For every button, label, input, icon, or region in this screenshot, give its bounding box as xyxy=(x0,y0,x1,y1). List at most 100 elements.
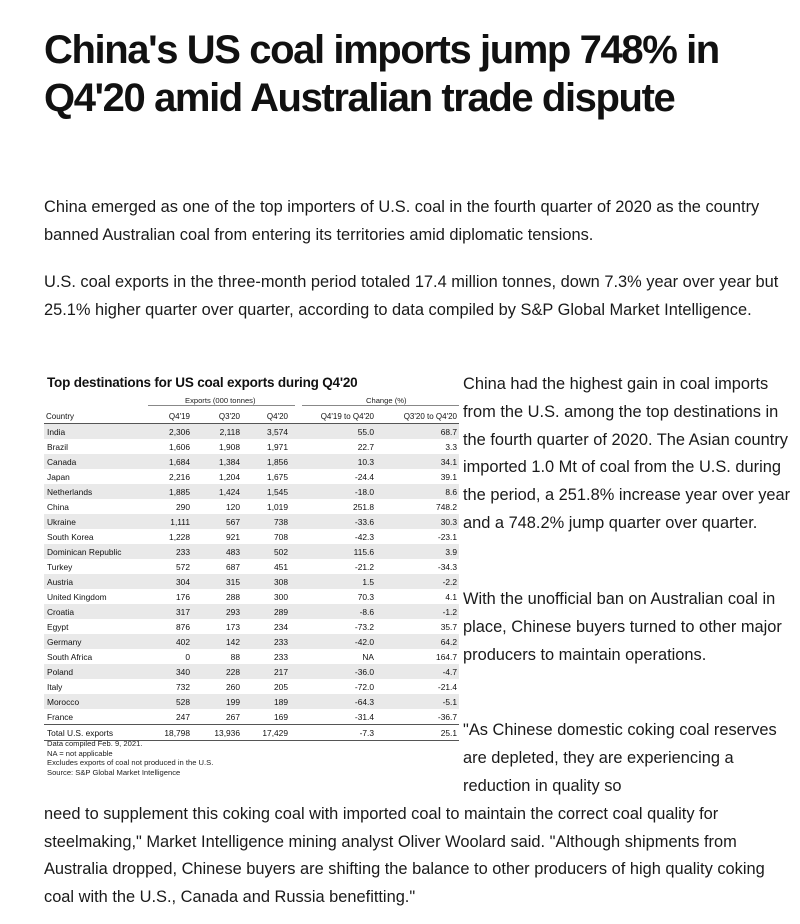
value-cell: 169 xyxy=(274,711,288,722)
value-cell: 22.7 xyxy=(357,441,374,452)
country-cell: Italy xyxy=(47,681,63,692)
value-cell: 247 xyxy=(176,711,190,722)
value-cell: 70.3 xyxy=(357,591,374,602)
value-cell: 451 xyxy=(274,561,288,572)
value-cell: 748.2 xyxy=(436,501,457,512)
value-cell: 1,606 xyxy=(169,441,190,452)
value-cell: 1,204 xyxy=(219,471,240,482)
value-cell: -2.2 xyxy=(376,574,459,589)
change-group-rule xyxy=(302,405,459,406)
country-cell: Turkey xyxy=(47,561,73,572)
column-header: Q4'20 xyxy=(242,409,290,424)
value-cell: 300 xyxy=(274,591,288,602)
value-cell: 1,971 xyxy=(267,441,288,452)
table-row: Morocco 528 199 189 -64.3 -5.1 xyxy=(44,694,459,709)
country-cell: United Kingdom xyxy=(47,591,107,602)
value-cell: 1,019 xyxy=(267,501,288,512)
exports-group-rule xyxy=(148,405,295,406)
country-cell: Germany xyxy=(44,634,148,649)
note-line: Excludes exports of coal not produced in… xyxy=(47,758,214,767)
table-row: Croatia 317 293 289 -8.6 -1.2 xyxy=(44,604,459,619)
paragraph-quote-end: need to supplement this coking coal with… xyxy=(44,805,765,906)
value-cell: 308 xyxy=(242,574,290,589)
table-row: Ukraine 1,111 567 738 -33.6 30.3 xyxy=(44,514,459,529)
value-cell: 10.3 xyxy=(290,454,376,469)
value-cell: 164.7 xyxy=(436,651,457,662)
value-cell: 304 xyxy=(148,574,192,589)
note-line: Data compiled Feb. 9, 2021. xyxy=(47,739,143,748)
table-row: France 247 267 169 -31.4 -36.7 xyxy=(44,709,459,725)
country-cell: Croatia xyxy=(44,604,148,619)
value-cell: 173 xyxy=(226,621,240,632)
total-value-cell: 25.1 xyxy=(376,724,459,741)
table-row: Canada 1,684 1,384 1,856 10.3 34.1 xyxy=(44,454,459,469)
country-cell: Japan xyxy=(47,471,70,482)
country-cell: Ukraine xyxy=(44,514,148,529)
table-row: Poland 340 228 217 -36.0 -4.7 xyxy=(44,664,459,679)
table-notes: Data compiled Feb. 9, 2021. NA = not app… xyxy=(47,739,213,777)
value-cell: 732 xyxy=(176,681,190,692)
value-cell: 3.9 xyxy=(376,544,459,559)
value-cell: 1,675 xyxy=(267,471,288,482)
value-cell: 2,306 xyxy=(148,423,192,439)
value-cell: 289 xyxy=(242,604,290,619)
value-cell: 528 xyxy=(148,694,192,709)
value-cell: 687 xyxy=(226,561,240,572)
total-value-cell: 18,798 xyxy=(148,724,192,741)
value-cell: -4.7 xyxy=(376,664,459,679)
value-cell: -5.1 xyxy=(376,694,459,709)
value-cell: 205 xyxy=(274,681,288,692)
value-cell: 738 xyxy=(242,514,290,529)
table-total-row: Total U.S. exports 18,798 13,936 17,429 -7.3… xyxy=(44,724,459,741)
value-cell: -23.1 xyxy=(437,531,457,542)
value-cell: 34.1 xyxy=(376,454,459,469)
coal-exports-table-figure: Top destinations for US coal exports dur… xyxy=(44,373,459,786)
value-cell: -72.0 xyxy=(354,681,374,692)
coal-exports-table: Country Q4'19 Q3'20 Q4'20 Q4'19 to Q4'20… xyxy=(44,409,459,741)
value-cell: 35.7 xyxy=(440,621,457,632)
value-cell: 30.3 xyxy=(376,514,459,529)
column-header: Q4'19 xyxy=(148,409,192,424)
value-cell: -1.2 xyxy=(376,604,459,619)
value-cell: 288 xyxy=(226,591,240,602)
value-cell: -31.4 xyxy=(354,711,374,722)
value-cell: -42.0 xyxy=(290,634,376,649)
value-cell: -21.4 xyxy=(437,681,457,692)
total-label-cell: Total U.S. exports xyxy=(44,724,148,741)
value-cell: 1,684 xyxy=(148,454,192,469)
table-row: India 2,306 2,118 3,574 55.0 68.7 xyxy=(44,423,459,439)
country-cell: Egypt xyxy=(47,621,69,632)
value-cell: 3.3 xyxy=(445,441,457,452)
value-cell: 572 xyxy=(176,561,190,572)
value-cell: 39.1 xyxy=(440,471,457,482)
value-cell: 120 xyxy=(226,501,240,512)
value-cell: -21.2 xyxy=(354,561,374,572)
value-cell: -8.6 xyxy=(290,604,376,619)
country-cell: Netherlands xyxy=(44,484,148,499)
country-cell: China xyxy=(47,501,69,512)
value-cell: 217 xyxy=(242,664,290,679)
change-group-header: Change (%) xyxy=(366,396,407,405)
exports-group-header: Exports (000 tonnes) xyxy=(185,396,256,405)
value-cell: 189 xyxy=(242,694,290,709)
value-cell: 290 xyxy=(176,501,190,512)
value-cell: 233 xyxy=(242,634,290,649)
value-cell: 1,384 xyxy=(192,454,242,469)
country-cell: South Africa xyxy=(47,651,93,662)
value-cell: -33.6 xyxy=(290,514,376,529)
country-cell: Dominican Republic xyxy=(44,544,148,559)
value-cell: -34.3 xyxy=(437,561,457,572)
paragraph-quote-start: "As Chinese domestic coking coal reserve… xyxy=(463,721,777,795)
value-cell: 234 xyxy=(274,621,288,632)
value-cell: 228 xyxy=(192,664,242,679)
value-cell: 55.0 xyxy=(290,423,376,439)
country-cell: Brazil xyxy=(47,441,68,452)
table-row: South Korea 1,228 921 708 -42.3 -23.1 xyxy=(44,529,459,544)
value-cell: 315 xyxy=(192,574,242,589)
table-row: Japan 2,216 1,204 1,675 -24.4 39.1 xyxy=(44,469,459,484)
value-cell: 1,856 xyxy=(242,454,290,469)
value-cell: 4.1 xyxy=(445,591,457,602)
country-cell: Poland xyxy=(44,664,148,679)
value-cell: 251.8 xyxy=(353,501,374,512)
country-cell: Austria xyxy=(44,574,148,589)
